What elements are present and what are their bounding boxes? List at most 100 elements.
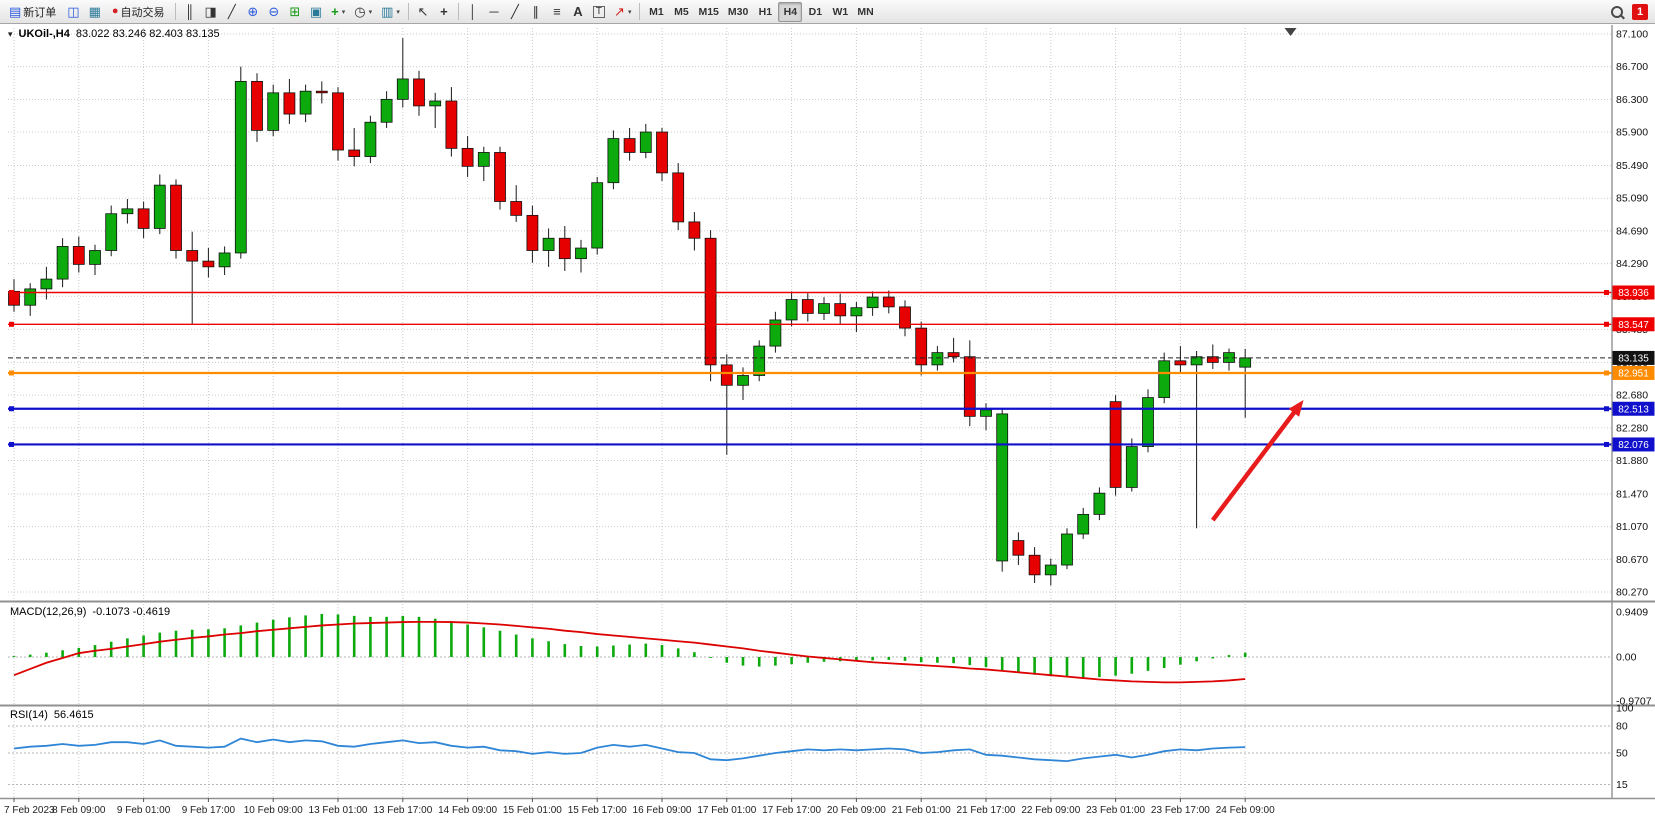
rsi-line <box>13 737 1246 763</box>
cascade-windows-button[interactable]: ▣ <box>306 2 326 22</box>
fibonacci-tool-button[interactable]: ≡ <box>547 2 567 22</box>
price-scale-label: 81.070 <box>1616 521 1648 533</box>
timeframe-m30-button[interactable]: M30 <box>724 2 752 22</box>
vertical-line-tool-button[interactable]: │ <box>463 2 483 22</box>
line-handle[interactable] <box>9 289 14 295</box>
zoom-in-button[interactable]: ⊕ <box>243 2 263 22</box>
timeframe-h4-button[interactable]: H4 <box>778 1 803 22</box>
toolbar: ▤ 新订单 ◫ ▦ ● 自动交易 ║ ◨ ╱ ⊕ ⊖ ⊞ ▣ + ▾ ◷ ▾ ▥… <box>0 0 1655 24</box>
new-order-button[interactable]: ▤ 新订单 <box>3 2 62 22</box>
text-label-tool-button[interactable]: T <box>589 2 609 22</box>
horizontal-line-82.951[interactable] <box>8 370 1612 376</box>
line-handle[interactable] <box>1604 321 1609 327</box>
time-axis-label: 13 Feb 01:00 <box>309 805 368 816</box>
line-handle[interactable] <box>9 441 14 447</box>
time-axis-label: 16 Feb 09:00 <box>633 805 692 816</box>
macd-label: MACD(12,26,9) <box>10 606 87 618</box>
timeframe-w1-button[interactable]: W1 <box>828 2 852 22</box>
zoom-out-button[interactable]: ⊖ <box>264 2 284 22</box>
bar-chart-type-button[interactable]: ║ <box>180 2 200 22</box>
timeframe-m15-button[interactable]: M15 <box>694 2 722 22</box>
bar-chart-icon: ║ <box>184 4 195 19</box>
price-scale-label: 85.490 <box>1616 160 1648 172</box>
macd-scale-label: 0.9409 <box>1616 607 1648 619</box>
timeframe-m5-button[interactable]: M5 <box>669 2 693 22</box>
navigator-button[interactable]: ▦ <box>85 2 105 22</box>
tile-windows-button[interactable]: ⊞ <box>285 2 305 22</box>
market-watch-button[interactable]: ◫ <box>63 2 83 22</box>
chevron-down-icon: ▾ <box>341 8 346 16</box>
new-order-label: 新订单 <box>23 6 57 19</box>
horizontal-line-83.547[interactable] <box>8 321 1612 327</box>
macd-scale-label: -0.9707 <box>1616 696 1652 708</box>
search-button[interactable] <box>1607 2 1627 22</box>
autotrading-icon: ● <box>111 5 119 17</box>
cursor-button[interactable]: ↖ <box>413 2 433 22</box>
rsi-value: 56.4615 <box>53 709 94 721</box>
time-axis-label: 21 Feb 17:00 <box>957 805 1016 816</box>
time-axis-label: 15 Feb 17:00 <box>568 805 627 816</box>
macd-indicator-label: MACD(12,26,9) -0.1073 -0.4619 <box>10 606 170 618</box>
trend-arrow-annotation[interactable] <box>1211 400 1304 522</box>
chart-shift-marker[interactable] <box>1284 28 1297 36</box>
horizontal-line-82.076[interactable] <box>8 441 1612 447</box>
indicators-button[interactable]: + ▾ <box>327 2 349 22</box>
new-order-icon: ▤ <box>9 4 22 19</box>
toolbar-separator <box>174 3 176 20</box>
templates-button[interactable]: ▥ ▾ <box>377 2 404 22</box>
line-chart-type-button[interactable]: ╱ <box>222 2 242 22</box>
trendline-tool-button[interactable]: ╱ <box>505 2 525 22</box>
line-handle[interactable] <box>1604 406 1609 412</box>
template-icon: ▥ <box>381 4 394 19</box>
line-handle[interactable] <box>1604 441 1609 447</box>
horizontal-line-83.936[interactable] <box>8 289 1612 295</box>
timeframe-h1-button[interactable]: H1 <box>753 2 777 22</box>
line-handle[interactable] <box>9 406 14 412</box>
arrow-tool-icon: ↗ <box>614 4 625 19</box>
notification-badge[interactable]: 1 <box>1632 3 1648 20</box>
macd-values: -0.1073 -0.4619 <box>92 606 171 618</box>
line-chart-icon: ╱ <box>227 4 236 19</box>
channel-tool-button[interactable]: ∥ <box>526 2 546 22</box>
chevron-down-icon: ▾ <box>396 8 400 16</box>
price-scale-label: 85.900 <box>1616 127 1648 139</box>
timeframe-d1-button[interactable]: D1 <box>803 2 827 22</box>
time-axis-label: 15 Feb 01:00 <box>503 805 562 816</box>
toolbar-separator <box>639 3 641 20</box>
periods-button[interactable]: ◷ ▾ <box>350 2 376 22</box>
line-handle[interactable] <box>9 370 14 376</box>
indicators-icon: + <box>331 4 339 19</box>
arrows-tool-button[interactable]: ↗ ▾ <box>610 2 635 22</box>
time-axis-label: 22 Feb 09:00 <box>1021 805 1080 816</box>
svg-text:83.547: 83.547 <box>1618 320 1649 331</box>
horizontal-line-tool-button[interactable]: ─ <box>484 2 504 22</box>
line-handle[interactable] <box>1604 370 1609 376</box>
macd-scale-label: 0.00 <box>1616 652 1637 664</box>
timeframe-mn-button[interactable]: MN <box>853 2 877 22</box>
time-axis-label: 20 Feb 09:00 <box>827 805 886 816</box>
time-axis-label: 21 Feb 01:00 <box>892 805 951 816</box>
text-tool-button[interactable]: A <box>568 2 588 22</box>
line-handle[interactable] <box>1604 289 1609 295</box>
time-axis-label: 8 Feb 09:00 <box>52 805 106 816</box>
timeframe-m1-button[interactable]: M1 <box>644 2 668 22</box>
toolbar-separator <box>407 3 409 20</box>
svg-text:82.951: 82.951 <box>1618 368 1649 379</box>
time-axis-label: 9 Feb 17:00 <box>182 805 236 816</box>
horizontal-line-82.513[interactable] <box>8 406 1612 412</box>
one-click-trading-toggle[interactable]: ▾ <box>8 29 13 39</box>
autotrading-button[interactable]: ● 自动交易 <box>106 2 171 22</box>
candlestick-chart-type-button[interactable]: ◨ <box>201 2 221 22</box>
rsi-label: RSI(14) <box>10 709 48 721</box>
timeframe-toolbar: M1 M5 M15 M30 H1 H4 D1 W1 MN <box>644 1 877 22</box>
time-axis-label: 17 Feb 17:00 <box>762 805 821 816</box>
chart-title-bar: ▾ UKOil-,H4 83.022 83.246 82.403 83.135 <box>8 28 220 40</box>
tile-windows-icon: ⊞ <box>289 4 301 19</box>
trendline-icon: ╱ <box>511 4 519 19</box>
time-axis-label: 9 Feb 01:00 <box>117 805 171 816</box>
crosshair-button[interactable]: + <box>434 2 454 22</box>
candles <box>8 38 1252 586</box>
line-handle[interactable] <box>9 321 14 327</box>
cursor-icon: ↖ <box>417 4 429 19</box>
